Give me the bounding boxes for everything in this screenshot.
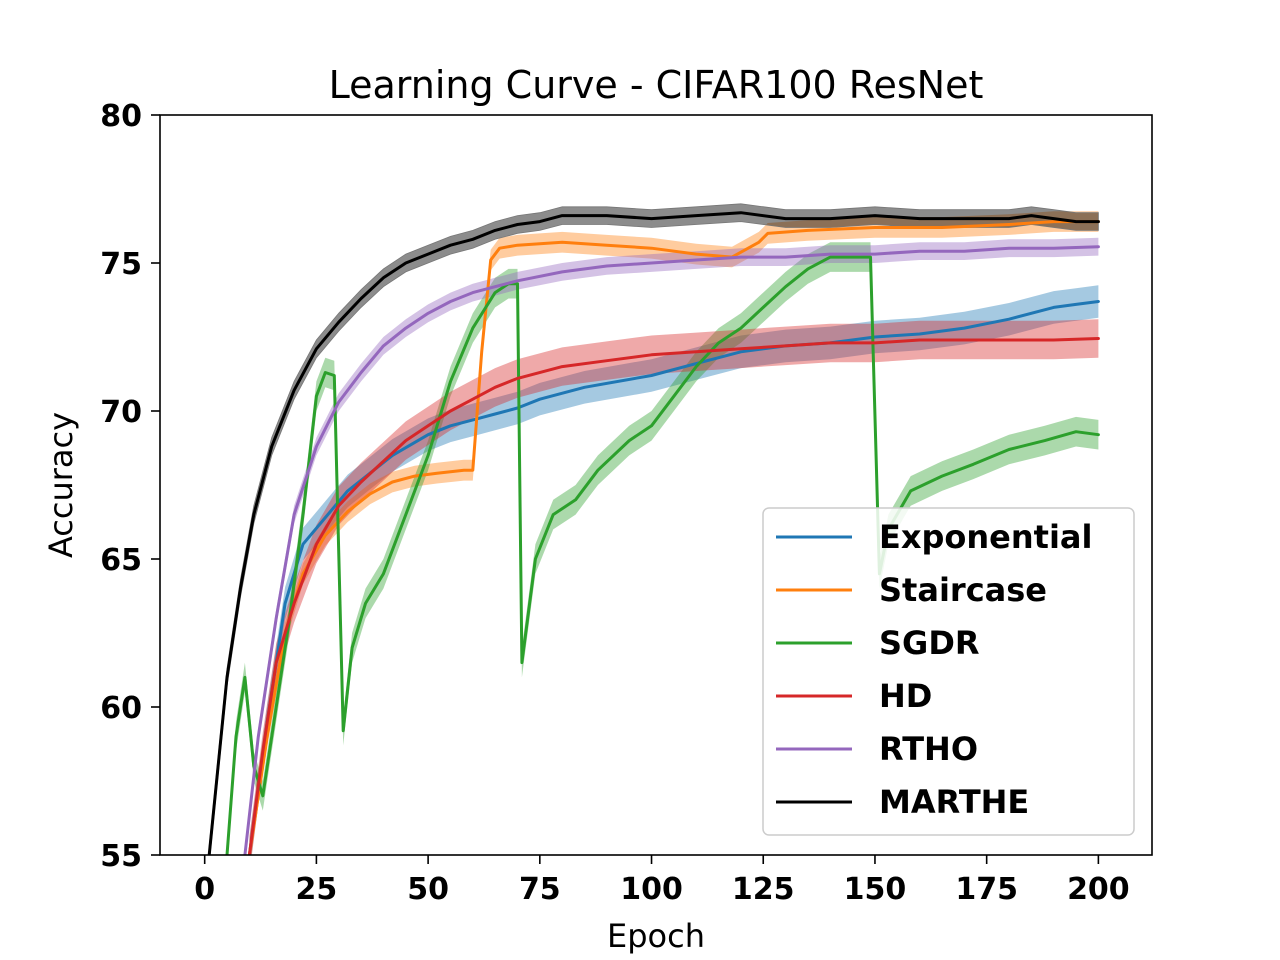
chart-title: Learning Curve - CIFAR100 ResNet [329, 63, 984, 107]
y-tick-label: 65 [100, 543, 142, 578]
y-tick-label: 70 [100, 395, 142, 430]
marthe-line [207, 211, 1100, 855]
legend-label-exponential: Exponential [879, 518, 1092, 556]
x-tick-label: 150 [844, 872, 907, 907]
y-tick-label: 55 [100, 839, 142, 874]
x-tick-label: 50 [407, 872, 449, 907]
series-lines [207, 211, 1100, 855]
x-tick-label: 0 [194, 872, 215, 907]
x-tick-label: 75 [519, 872, 561, 907]
y-tick-label: 80 [100, 99, 142, 134]
y-tick-label: 60 [100, 691, 142, 726]
x-axis-label: Epoch [607, 917, 705, 955]
plot-frame [159, 114, 1153, 856]
x-tick-label: 125 [732, 872, 795, 907]
legend-label-marthe: MARTHE [879, 783, 1029, 821]
x-axis-ticks: 0 25 50 75 100 125 150 175 200 [194, 855, 1130, 907]
legend-label-hd: HD [879, 677, 932, 715]
y-tick-label: 75 [100, 247, 142, 282]
x-tick-label: 25 [296, 872, 338, 907]
staircase-line [247, 220, 1100, 855]
legend-label-staircase: Staircase [879, 571, 1047, 609]
marthe-band [208, 203, 1099, 855]
legend: Exponential Staircase SGDR HD RTHO MARTHE [762, 507, 1135, 836]
hd-line [247, 337, 1100, 855]
legend-label-sgdr: SGDR [879, 624, 980, 662]
legend-label-rtho: RTHO [879, 730, 978, 768]
y-axis-ticks: 55 60 65 70 75 80 [100, 99, 160, 874]
exponential-line [247, 300, 1100, 855]
x-tick-label: 100 [620, 872, 683, 907]
exponential-band [249, 285, 1099, 855]
legend-box [762, 507, 1135, 836]
x-tick-label: 175 [955, 872, 1018, 907]
rtho-line [243, 245, 1100, 855]
x-tick-label: 200 [1067, 872, 1130, 907]
y-axis-label: Accuracy [42, 412, 80, 558]
